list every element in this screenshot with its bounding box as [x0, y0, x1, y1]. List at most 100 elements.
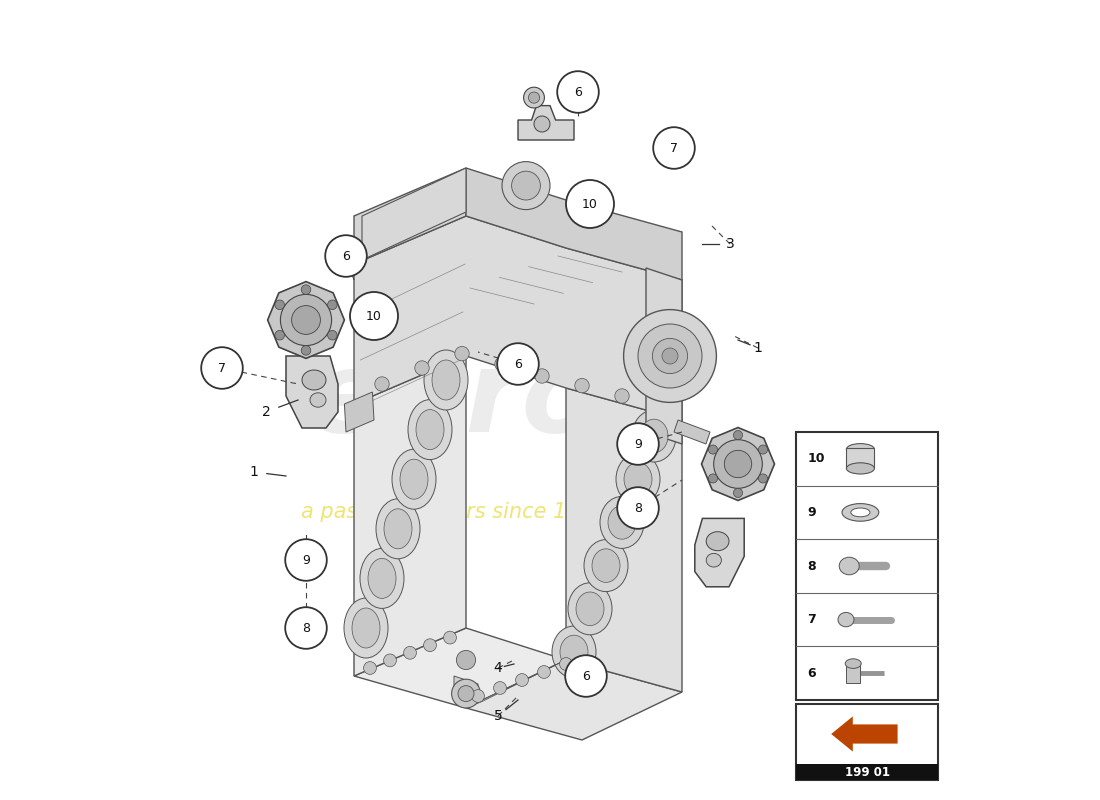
Ellipse shape	[310, 393, 326, 407]
Circle shape	[275, 300, 285, 310]
Ellipse shape	[552, 626, 596, 678]
Circle shape	[375, 377, 389, 391]
Ellipse shape	[592, 549, 620, 582]
Bar	[846, 448, 874, 469]
Polygon shape	[466, 168, 682, 280]
Circle shape	[566, 180, 614, 228]
Circle shape	[558, 71, 598, 113]
Polygon shape	[702, 427, 774, 501]
Ellipse shape	[376, 499, 420, 558]
Bar	[796, 704, 938, 780]
Circle shape	[734, 488, 742, 498]
Circle shape	[624, 310, 716, 402]
Text: 7: 7	[670, 142, 678, 154]
Circle shape	[617, 423, 659, 465]
Ellipse shape	[408, 400, 452, 459]
Circle shape	[495, 357, 509, 371]
Circle shape	[638, 324, 702, 388]
Circle shape	[528, 92, 540, 103]
Circle shape	[285, 539, 327, 581]
Text: 1: 1	[250, 465, 258, 479]
Bar	[846, 664, 860, 683]
Ellipse shape	[608, 506, 636, 539]
Circle shape	[724, 450, 751, 478]
Ellipse shape	[842, 504, 879, 522]
Ellipse shape	[616, 453, 660, 506]
Polygon shape	[454, 676, 478, 700]
Circle shape	[275, 330, 285, 340]
Polygon shape	[286, 356, 338, 428]
Text: 10: 10	[366, 310, 382, 322]
Circle shape	[524, 87, 544, 108]
Ellipse shape	[706, 554, 722, 567]
Circle shape	[443, 631, 456, 644]
Polygon shape	[466, 658, 570, 708]
Circle shape	[512, 171, 540, 200]
Text: 7: 7	[218, 362, 226, 374]
Circle shape	[452, 679, 481, 708]
Ellipse shape	[846, 462, 874, 474]
Circle shape	[502, 162, 550, 210]
Circle shape	[759, 445, 768, 454]
Circle shape	[617, 487, 659, 529]
Circle shape	[292, 306, 320, 334]
Ellipse shape	[400, 459, 428, 499]
Circle shape	[615, 389, 629, 403]
Circle shape	[575, 378, 590, 393]
Ellipse shape	[706, 532, 729, 550]
Ellipse shape	[302, 370, 326, 390]
Ellipse shape	[360, 549, 404, 608]
Ellipse shape	[368, 558, 396, 598]
Ellipse shape	[560, 635, 588, 669]
Ellipse shape	[640, 419, 668, 453]
Circle shape	[280, 294, 331, 346]
Circle shape	[535, 369, 549, 383]
Ellipse shape	[624, 462, 652, 496]
Ellipse shape	[576, 592, 604, 626]
Circle shape	[328, 300, 337, 310]
Text: 8: 8	[302, 622, 310, 634]
Text: 6: 6	[574, 86, 582, 98]
Text: 6: 6	[342, 250, 350, 262]
Ellipse shape	[424, 350, 468, 410]
Circle shape	[516, 674, 528, 686]
Ellipse shape	[352, 608, 379, 648]
Circle shape	[472, 690, 484, 702]
Circle shape	[759, 474, 768, 483]
Text: 10: 10	[582, 198, 598, 210]
Text: 8: 8	[807, 559, 816, 573]
Text: 7: 7	[807, 613, 816, 626]
Text: 9: 9	[807, 506, 816, 519]
Circle shape	[384, 654, 396, 666]
Text: 10: 10	[807, 452, 825, 466]
Polygon shape	[695, 518, 745, 587]
Circle shape	[326, 235, 366, 277]
Bar	[796, 432, 938, 700]
Circle shape	[404, 646, 417, 659]
Text: 1: 1	[754, 341, 762, 355]
Polygon shape	[646, 268, 682, 444]
Polygon shape	[354, 168, 466, 264]
Ellipse shape	[839, 557, 859, 574]
Circle shape	[458, 686, 474, 702]
Ellipse shape	[600, 496, 643, 549]
Text: euro: euro	[308, 345, 601, 455]
Polygon shape	[354, 628, 566, 708]
Text: 2: 2	[262, 405, 271, 419]
Text: a passion for cars since 1985: a passion for cars since 1985	[301, 502, 606, 522]
Text: 8: 8	[634, 502, 642, 514]
Ellipse shape	[392, 450, 436, 509]
Polygon shape	[267, 282, 344, 358]
Circle shape	[364, 662, 376, 674]
Ellipse shape	[432, 360, 460, 400]
Polygon shape	[518, 106, 574, 140]
Text: 5: 5	[494, 709, 503, 723]
Ellipse shape	[850, 508, 870, 517]
Ellipse shape	[845, 658, 861, 669]
Polygon shape	[344, 392, 374, 432]
Ellipse shape	[838, 613, 854, 627]
Circle shape	[652, 338, 688, 374]
Text: 9: 9	[302, 554, 310, 566]
Circle shape	[560, 658, 572, 670]
Text: 6: 6	[582, 670, 590, 682]
